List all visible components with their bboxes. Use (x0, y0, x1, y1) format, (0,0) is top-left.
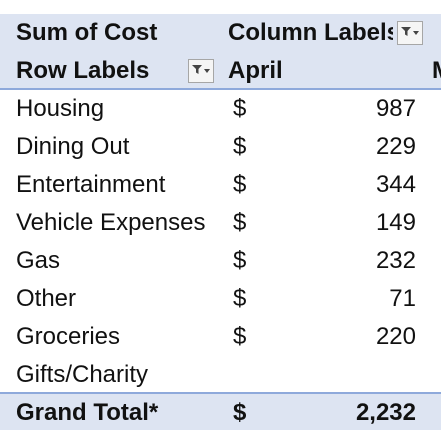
grand-total-label[interactable]: Grand Total* (16, 399, 159, 426)
table-row[interactable]: Entertainment $ 344 (0, 166, 441, 204)
table-row[interactable]: Groceries $ 220 (0, 318, 441, 356)
row-value[interactable]: 232 (375, 247, 416, 274)
column-header-april[interactable]: April (228, 57, 283, 84)
table-row[interactable]: Gifts/Charity (0, 356, 441, 394)
currency-symbol: $ (233, 95, 247, 122)
row-value[interactable]: 71 (389, 285, 416, 312)
column-labels-filter-button[interactable] (397, 21, 423, 45)
row-labels-header[interactable]: Row Labels (16, 57, 150, 84)
row-value[interactable]: 149 (375, 209, 416, 236)
row-value[interactable]: 229 (375, 133, 416, 160)
row-label[interactable]: Vehicle Expenses (16, 209, 206, 236)
row-value[interactable] (270, 356, 416, 394)
pivot-row-labels-row: Row Labels April M (0, 52, 441, 90)
currency-symbol: $ (233, 323, 247, 350)
currency-symbol (233, 356, 263, 394)
row-value[interactable]: 220 (375, 323, 416, 350)
column-labels-header[interactable]: Column Labels (228, 19, 393, 46)
row-value[interactable]: 344 (375, 171, 416, 198)
table-row[interactable]: Gas $ 232 (0, 242, 441, 280)
currency-symbol: $ (233, 171, 247, 198)
currency-symbol: $ (233, 209, 247, 236)
row-label[interactable]: Entertainment (16, 171, 166, 198)
table-row[interactable]: Dining Out $ 229 (0, 128, 441, 166)
table-row[interactable]: Housing $ 987 (0, 90, 441, 128)
row-value[interactable]: 987 (375, 95, 416, 122)
currency-symbol: $ (233, 285, 247, 312)
filter-dropdown-icon (401, 27, 419, 36)
pivot-header-row: Sum of Cost Column Labels (0, 14, 441, 52)
row-label[interactable]: Gifts/Charity (16, 361, 149, 388)
grand-total-value[interactable]: 2,232 (355, 399, 416, 426)
row-label[interactable]: Other (16, 285, 77, 312)
column-header-next-partial[interactable]: M (432, 52, 441, 90)
row-label[interactable]: Groceries (16, 323, 121, 350)
currency-symbol: $ (233, 133, 247, 160)
filter-dropdown-icon (192, 65, 210, 74)
row-label[interactable]: Dining Out (16, 133, 130, 160)
table-row[interactable]: Other $ 71 (0, 280, 441, 318)
currency-symbol: $ (233, 247, 247, 274)
row-label[interactable]: Housing (16, 95, 105, 122)
measure-label[interactable]: Sum of Cost (16, 19, 158, 46)
grand-total-row[interactable]: Grand Total* $ 2,232 (0, 392, 441, 430)
currency-symbol: $ (233, 399, 247, 426)
row-labels-filter-button[interactable] (188, 59, 214, 83)
table-row[interactable]: Vehicle Expenses $ 149 (0, 204, 441, 242)
row-label[interactable]: Gas (16, 247, 61, 274)
